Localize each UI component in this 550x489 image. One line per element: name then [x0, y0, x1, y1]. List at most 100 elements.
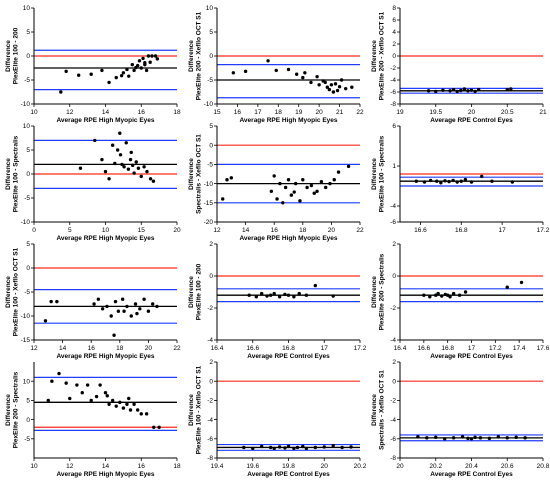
data-point	[141, 56, 145, 61]
x-tick-label: 17.4	[513, 345, 526, 352]
data-point	[441, 88, 445, 92]
data-point	[144, 412, 149, 416]
y-tick-label: -10	[204, 101, 214, 108]
data-point	[103, 391, 108, 395]
data-point	[132, 402, 136, 406]
y-tick-label: 0	[392, 378, 396, 385]
chart-svg: 10 12 14 16 18 -10 -5 0 5 10 Average RPE High Myop…	[5, 5, 181, 124]
data-point	[301, 444, 305, 449]
data-point	[304, 293, 309, 297]
data-point	[286, 444, 291, 449]
data-point	[469, 88, 474, 92]
data-point	[459, 179, 463, 183]
panel-12: 20 20.2 20.4 20.6 20.8 -8 -6 -4 -2 0 2 Average RPE …	[366, 356, 550, 478]
chart-svg: 10 12 14 16 18 -5 0 5 10 Average RPE High Myopic …	[5, 362, 181, 478]
data-point	[124, 141, 128, 145]
y-tick-label: 2	[209, 241, 213, 248]
data-point	[229, 176, 233, 180]
data-point	[145, 169, 149, 174]
y-tick-label: -10	[21, 219, 31, 226]
data-point	[128, 157, 133, 162]
data-point	[435, 179, 439, 183]
data-point	[121, 71, 126, 75]
data-point	[414, 179, 419, 183]
x-tick-label: 16	[138, 109, 146, 116]
x-tick-label: 20	[396, 463, 404, 470]
data-point	[126, 167, 131, 171]
data-point	[331, 294, 335, 298]
y-tick-label: 0	[209, 53, 213, 60]
data-point	[281, 201, 285, 205]
data-point	[150, 302, 155, 306]
x-axis-title: Average RPE Control Eyes	[430, 353, 513, 360]
data-point	[151, 179, 156, 183]
data-point	[328, 181, 332, 186]
x-tick-label: 18	[173, 109, 181, 116]
data-point	[303, 71, 307, 75]
data-point	[451, 436, 456, 440]
data-point	[333, 82, 338, 86]
data-point	[344, 86, 348, 91]
x-tick-label: 17.2	[489, 345, 502, 352]
data-point	[322, 445, 326, 449]
data-point	[496, 435, 501, 439]
chart-svg: 16.4 16.6 16.8 17 17.2 -4 -2 0 2 Average RPE Cont…	[188, 241, 367, 360]
data-point	[295, 445, 300, 450]
y-tick-label: 1	[392, 163, 396, 170]
y-tick-label: -4	[390, 337, 396, 344]
data-point	[55, 299, 59, 304]
data-point	[327, 87, 332, 92]
y-tick-label: -10	[21, 101, 31, 108]
data-point	[89, 72, 93, 76]
x-tick-label: 20.6	[501, 463, 514, 470]
data-point	[125, 402, 129, 406]
x-tick-label: 14	[242, 227, 250, 234]
x-tick-label: 10	[102, 227, 110, 234]
x-tick-label: 5	[68, 227, 72, 234]
data-point	[157, 425, 161, 429]
x-tick-label: 16.8	[441, 345, 454, 352]
data-point	[455, 89, 459, 94]
data-point	[286, 293, 291, 297]
data-point	[134, 160, 138, 164]
data-point	[96, 297, 101, 301]
data-point	[259, 444, 264, 449]
x-tick-label: 20	[316, 109, 324, 116]
y-tick-label: 0	[26, 417, 30, 424]
x-tick-label: 12	[66, 463, 74, 470]
x-tick-label: 16.4	[211, 345, 224, 352]
data-point	[120, 297, 125, 301]
data-point	[155, 57, 160, 61]
data-point	[309, 80, 313, 85]
data-point	[340, 445, 344, 450]
data-point	[459, 88, 463, 93]
data-point	[221, 197, 225, 201]
x-axis-title: Average RPE High Myopic Eyes	[239, 235, 337, 242]
data-point	[476, 87, 481, 92]
x-tick-label: 20	[328, 227, 336, 234]
x-tick-label: 18	[116, 345, 124, 352]
data-point	[332, 178, 336, 182]
x-tick-label: 17	[468, 345, 476, 352]
data-point	[346, 164, 351, 169]
data-point	[323, 80, 327, 85]
x-tick-label: 22	[356, 227, 364, 234]
y-tick-label: -4	[207, 417, 213, 424]
data-point	[272, 291, 276, 296]
y-axis-title: DifferenceSpectralis - Xefllo OCT S1	[371, 370, 386, 450]
x-axis-title: Average RPE Control Eyes	[430, 471, 513, 478]
data-point	[130, 62, 135, 67]
data-point	[139, 412, 143, 416]
x-tick-label: 19.6	[246, 463, 259, 470]
data-point	[277, 445, 282, 449]
chart-svg: 12 14 16 18 20 22 -20 -15 -10 -5 0 5 Average RPE Hig…	[188, 123, 364, 242]
data-point	[301, 178, 305, 182]
x-tick-label: 17	[321, 345, 329, 352]
data-point	[286, 178, 291, 182]
data-point	[243, 69, 248, 74]
x-axis-title: Average RPE Control Eyes	[247, 353, 330, 360]
data-point	[93, 138, 97, 143]
y-tick-label: -5	[24, 436, 30, 443]
data-point	[509, 87, 513, 91]
y-axis-title: DifferencePlexElite 200 - Spectralis	[5, 371, 20, 448]
